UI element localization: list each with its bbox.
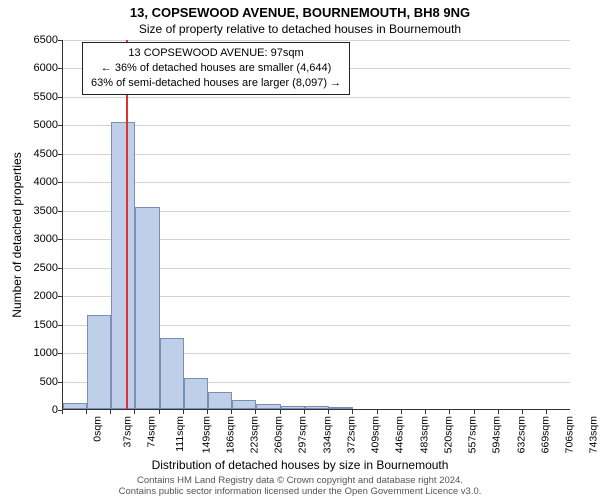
x-tick-label: 297sqm xyxy=(297,416,309,453)
y-tick-mark xyxy=(58,353,62,354)
histogram-bar xyxy=(232,400,256,409)
x-tick-label: 632sqm xyxy=(515,416,527,453)
gridline xyxy=(63,40,570,41)
y-tick-mark xyxy=(58,182,62,183)
y-tick-mark xyxy=(58,268,62,269)
histogram-bar xyxy=(135,207,160,409)
x-tick-mark xyxy=(255,410,256,414)
gridline xyxy=(63,154,570,155)
x-tick-mark xyxy=(328,410,329,414)
y-tick-label: 6500 xyxy=(24,34,58,46)
x-tick-mark xyxy=(110,410,111,414)
chart-title: 13, COPSEWOOD AVENUE, BOURNEMOUTH, BH8 9… xyxy=(0,5,600,20)
info-line-2: ← 36% of detached houses are smaller (4,… xyxy=(91,61,341,76)
y-tick-label: 2000 xyxy=(24,290,58,302)
y-tick-mark xyxy=(58,125,62,126)
info-line-1: 13 COPSEWOOD AVENUE: 97sqm xyxy=(91,46,341,61)
y-tick-mark xyxy=(58,325,62,326)
histogram-bar xyxy=(305,406,329,409)
x-tick-label: 594sqm xyxy=(490,416,502,453)
x-tick-label: 74sqm xyxy=(146,416,158,448)
x-tick-mark xyxy=(522,410,523,414)
y-tick-mark xyxy=(58,296,62,297)
x-tick-label: 743sqm xyxy=(587,416,599,453)
y-tick-label: 5000 xyxy=(24,119,58,131)
histogram-bar xyxy=(208,392,232,409)
y-tick-mark xyxy=(58,211,62,212)
histogram-bar xyxy=(256,404,280,409)
plot-area xyxy=(62,40,570,410)
x-tick-label: 446sqm xyxy=(394,416,406,453)
x-tick-label: 0sqm xyxy=(92,416,104,442)
x-tick-mark xyxy=(62,410,63,414)
x-tick-mark xyxy=(498,410,499,414)
y-axis-label: Number of detached properties xyxy=(10,152,24,317)
y-tick-label: 3000 xyxy=(24,233,58,245)
x-tick-label: 669sqm xyxy=(539,416,551,453)
y-tick-label: 3500 xyxy=(24,205,58,217)
x-tick-label: 37sqm xyxy=(122,416,134,448)
x-tick-mark xyxy=(304,410,305,414)
x-tick-label: 186sqm xyxy=(224,416,236,453)
x-tick-label: 111sqm xyxy=(174,416,186,452)
y-tick-mark xyxy=(58,154,62,155)
x-tick-label: 557sqm xyxy=(466,416,478,453)
histogram-bar xyxy=(160,338,184,409)
x-tick-mark xyxy=(474,410,475,414)
y-tick-label: 2500 xyxy=(24,262,58,274)
x-tick-mark xyxy=(449,410,450,414)
gridline xyxy=(63,125,570,126)
x-tick-label: 223sqm xyxy=(249,416,261,453)
attribution: Contains HM Land Registry data © Crown c… xyxy=(0,476,600,498)
x-axis-label: Distribution of detached houses by size … xyxy=(0,458,600,472)
info-box: 13 COPSEWOOD AVENUE: 97sqm ← 36% of deta… xyxy=(82,42,350,95)
y-tick-mark xyxy=(58,68,62,69)
x-tick-mark xyxy=(207,410,208,414)
x-tick-label: 260sqm xyxy=(273,416,285,453)
x-tick-mark xyxy=(425,410,426,414)
histogram-bar xyxy=(111,122,135,409)
chart-subtitle: Size of property relative to detached ho… xyxy=(0,22,600,36)
x-tick-label: 149sqm xyxy=(200,416,212,453)
gridline xyxy=(63,97,570,98)
x-tick-label: 334sqm xyxy=(321,416,333,453)
y-tick-label: 5500 xyxy=(24,91,58,103)
y-tick-mark xyxy=(58,40,62,41)
x-tick-mark xyxy=(401,410,402,414)
x-tick-mark xyxy=(183,410,184,414)
x-tick-label: 706sqm xyxy=(563,416,575,453)
x-tick-label: 409sqm xyxy=(370,416,382,453)
x-tick-mark xyxy=(159,410,160,414)
histogram-bar xyxy=(87,315,111,409)
gridline xyxy=(63,182,570,183)
x-tick-mark xyxy=(377,410,378,414)
histogram-bar xyxy=(184,378,208,409)
x-tick-mark xyxy=(86,410,87,414)
histogram-bar xyxy=(329,407,353,409)
y-tick-label: 500 xyxy=(24,376,58,388)
x-tick-mark xyxy=(546,410,547,414)
y-tick-label: 4000 xyxy=(24,176,58,188)
x-tick-label: 520sqm xyxy=(442,416,454,453)
x-tick-label: 483sqm xyxy=(418,416,430,453)
attribution-line-2: Contains public sector information licen… xyxy=(0,487,600,498)
y-tick-mark xyxy=(58,239,62,240)
y-tick-label: 1000 xyxy=(24,347,58,359)
histogram-bar xyxy=(281,406,306,409)
y-tick-label: 0 xyxy=(24,404,58,416)
property-marker-line xyxy=(126,40,128,409)
x-tick-mark xyxy=(231,410,232,414)
y-tick-mark xyxy=(58,97,62,98)
y-tick-mark xyxy=(58,382,62,383)
info-line-3: 63% of semi-detached houses are larger (… xyxy=(91,76,341,91)
histogram-bar xyxy=(63,403,87,409)
x-tick-mark xyxy=(280,410,281,414)
y-tick-label: 6000 xyxy=(24,62,58,74)
x-tick-label: 372sqm xyxy=(346,416,358,453)
y-tick-label: 1500 xyxy=(24,319,58,331)
x-tick-mark xyxy=(134,410,135,414)
x-tick-mark xyxy=(352,410,353,414)
y-tick-label: 4500 xyxy=(24,148,58,160)
